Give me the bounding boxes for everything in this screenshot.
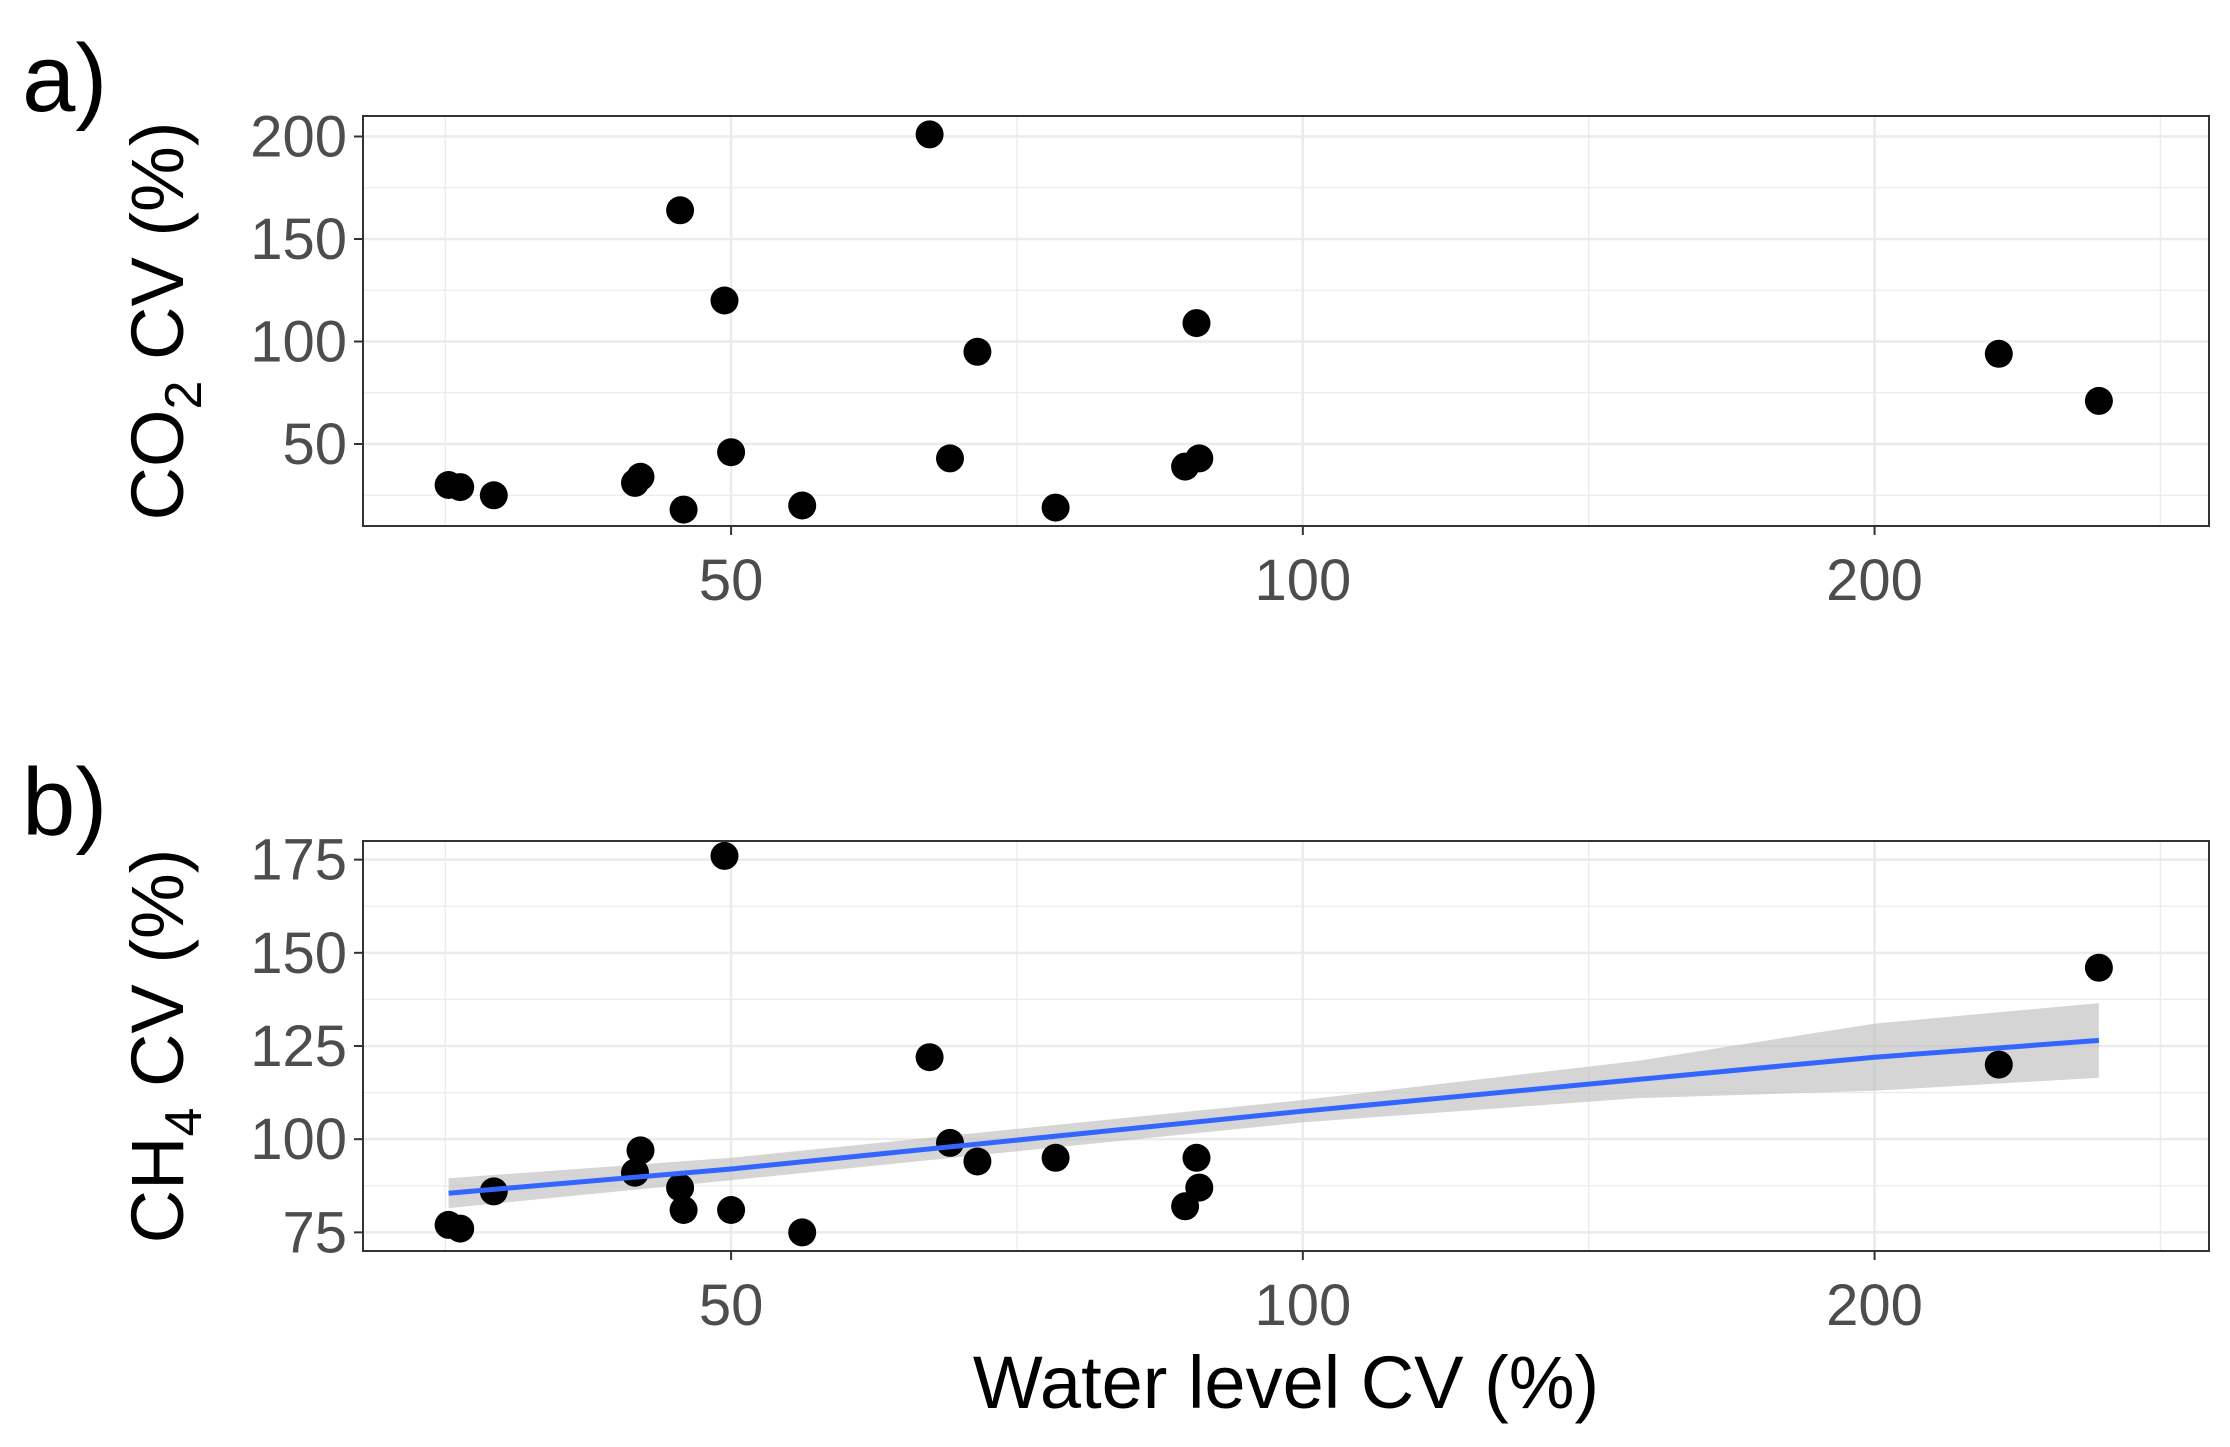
data-point [1041, 493, 1070, 522]
data-point [1182, 1143, 1211, 1172]
y-axis-label-a-pre: CO [116, 409, 199, 520]
data-point [1182, 309, 1211, 338]
data-point [666, 1173, 695, 1202]
y-axis-label-a-sub: 2 [155, 381, 213, 410]
regression-line [448, 1037, 2100, 1196]
x-tick-label: 200 [1826, 1273, 1923, 1338]
data-point [936, 1128, 964, 1157]
y-axis-label-b-post: CV (%) [116, 849, 199, 1108]
data-point [626, 1136, 655, 1165]
x-axis-ticks-a: 50 100 200 [699, 526, 1923, 613]
y-axis-ticks-b: 75 100 125 150 175 [250, 828, 363, 1265]
data-point [1041, 1143, 1070, 1172]
y-tick-label: 100 [250, 1107, 347, 1172]
data-point [479, 481, 508, 510]
panel-label-b: b) [22, 749, 107, 856]
data-point [936, 444, 964, 473]
plot-border-a [362, 115, 2210, 527]
y-axis-label-b: CH4 CV (%) [116, 849, 213, 1244]
data-point [788, 491, 817, 520]
x-tick-label: 100 [1254, 548, 1351, 613]
x-tick-label: 50 [699, 1273, 764, 1338]
data-point [717, 1196, 746, 1224]
y-tick-label: 50 [282, 412, 347, 477]
x-axis-label: Water level CV (%) [973, 1341, 1599, 1424]
x-axis-ticks-b: 50 100 200 [699, 1251, 1923, 1338]
y-tick-label: 150 [250, 207, 347, 272]
data-point [1185, 1173, 1214, 1202]
plot-area-a [363, 116, 2209, 526]
data-point [710, 286, 739, 315]
data-point [915, 120, 944, 149]
data-point [963, 337, 992, 366]
data-point [2084, 386, 2113, 415]
data-point [669, 1196, 698, 1224]
data-point [788, 1218, 817, 1247]
data-point [446, 473, 475, 502]
data-point [666, 196, 695, 225]
y-axis-label-a-post: CV (%) [116, 122, 199, 381]
x-tick-label: 50 [699, 548, 764, 613]
data-point [626, 462, 655, 491]
panel-b: b) 75 100 125 150 175 50 100 200 CH4 CV (%) Wa… [22, 749, 2210, 1424]
data-point [1185, 444, 1214, 473]
gridlines-a [363, 116, 2209, 526]
y-axis-label-a: CO2 CV (%) [116, 122, 213, 521]
data-point [915, 1043, 944, 1072]
y-axis-label-b-sub: 4 [155, 1108, 213, 1137]
data-point [717, 438, 746, 467]
panel-a: a) 50 100 150 200 50 100 200 CO2 CV (%) [22, 25, 2210, 613]
y-axis-label-b-pre: CH [116, 1137, 199, 1244]
data-point [1984, 1050, 2013, 1079]
data-point [1984, 339, 2013, 368]
y-tick-label: 175 [250, 828, 347, 893]
x-tick-label: 200 [1826, 548, 1923, 613]
data-points-a [434, 120, 2113, 524]
data-point [963, 1147, 992, 1176]
data-point [446, 1214, 475, 1243]
y-tick-label: 125 [250, 1014, 347, 1079]
data-point [2084, 953, 2113, 982]
panel-label-a: a) [22, 25, 107, 132]
data-point [710, 841, 739, 870]
y-tick-label: 200 [250, 105, 347, 170]
y-tick-label: 150 [250, 921, 347, 986]
y-tick-label: 100 [250, 310, 347, 375]
y-tick-label: 75 [282, 1200, 347, 1265]
y-axis-ticks-a: 50 100 150 200 [250, 105, 363, 477]
data-point [669, 495, 698, 524]
fit-line-b [448, 1037, 2100, 1196]
x-tick-label: 100 [1254, 1273, 1351, 1338]
